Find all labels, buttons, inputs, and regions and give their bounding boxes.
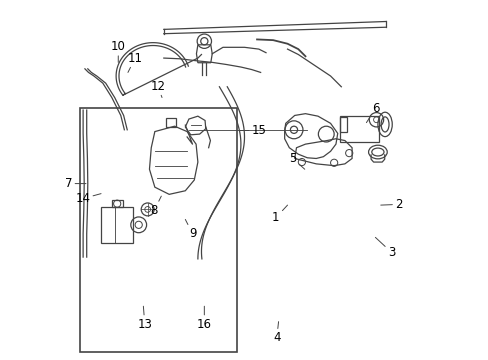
- Text: 13: 13: [137, 306, 152, 331]
- Bar: [339, 117, 346, 132]
- Bar: [80, 108, 237, 352]
- Text: 12: 12: [150, 80, 165, 98]
- Text: 11: 11: [127, 51, 142, 72]
- Text: 5: 5: [288, 152, 304, 169]
- Text: 2: 2: [380, 198, 402, 211]
- Text: 7: 7: [65, 177, 86, 190]
- Text: 8: 8: [150, 196, 161, 217]
- Bar: [339, 116, 378, 141]
- Bar: [101, 207, 133, 243]
- Text: 16: 16: [197, 306, 211, 331]
- Text: 3: 3: [375, 237, 394, 259]
- Bar: [112, 201, 122, 207]
- Text: 14: 14: [75, 192, 101, 205]
- Text: 1: 1: [272, 205, 287, 224]
- Text: 4: 4: [272, 321, 280, 344]
- Text: 15: 15: [240, 124, 266, 137]
- Text: 6: 6: [366, 102, 379, 123]
- Text: 10: 10: [111, 40, 125, 62]
- Bar: [165, 118, 176, 127]
- Text: 9: 9: [185, 220, 196, 240]
